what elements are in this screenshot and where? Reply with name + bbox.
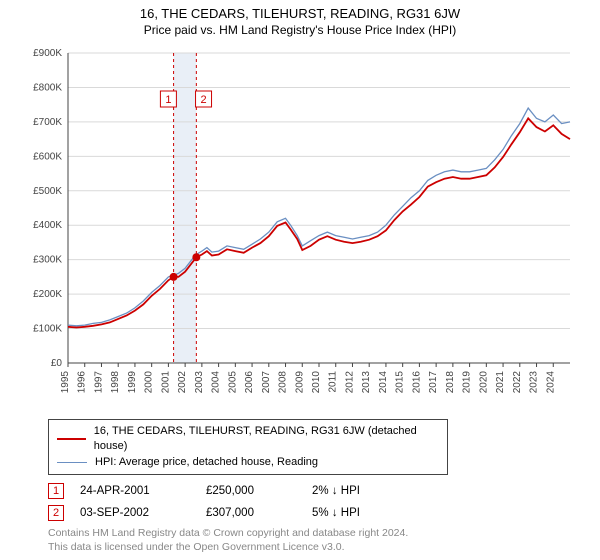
- sale-pct: 2% ↓ HPI: [312, 485, 412, 497]
- svg-text:2019: 2019: [462, 371, 473, 394]
- footer-line-1: Contains HM Land Registry data © Crown c…: [48, 527, 590, 541]
- svg-text:2018: 2018: [445, 371, 456, 394]
- svg-text:2022: 2022: [512, 371, 523, 394]
- legend: 16, THE CEDARS, TILEHURST, READING, RG31…: [48, 419, 448, 475]
- chart-svg: £0 £100K £200K £300K £400K £500K £600K £700K £80…: [20, 43, 580, 413]
- svg-text:£300K: £300K: [33, 255, 62, 266]
- svg-text:£700K: £700K: [33, 117, 62, 128]
- svg-text:2: 2: [200, 94, 206, 106]
- legend-item: HPI: Average price, detached house, Read…: [57, 455, 439, 470]
- svg-text:2003: 2003: [194, 371, 205, 394]
- svg-text:2024: 2024: [545, 371, 556, 394]
- price-chart: £0 £100K £200K £300K £400K £500K £600K £700K £80…: [20, 43, 580, 413]
- svg-text:2011: 2011: [328, 371, 339, 393]
- svg-text:£100K: £100K: [33, 324, 62, 335]
- sale-price: £307,000: [206, 507, 296, 519]
- page-subtitle: Price paid vs. HM Land Registry's House …: [10, 23, 590, 37]
- svg-text:1995: 1995: [60, 371, 71, 394]
- sale-row: 2 03-SEP-2002 £307,000 5% ↓ HPI: [48, 505, 590, 521]
- sales-table: 1 24-APR-2001 £250,000 2% ↓ HPI 2 03-SEP-2002…: [48, 483, 590, 521]
- svg-text:2008: 2008: [278, 371, 289, 394]
- svg-text:£400K: £400K: [33, 220, 62, 231]
- svg-text:1998: 1998: [110, 371, 121, 394]
- svg-text:2004: 2004: [211, 371, 222, 394]
- page-title: 16, THE CEDARS, TILEHURST, READING, RG31…: [10, 6, 590, 21]
- svg-text:2012: 2012: [344, 371, 355, 394]
- svg-text:2014: 2014: [378, 371, 389, 394]
- svg-text:£0: £0: [51, 358, 63, 369]
- svg-text:1997: 1997: [93, 371, 104, 394]
- svg-text:2017: 2017: [428, 371, 439, 394]
- footer-line-2: This data is licensed under the Open Gov…: [48, 541, 590, 555]
- svg-text:2000: 2000: [144, 371, 155, 394]
- svg-text:£600K: £600K: [33, 151, 62, 162]
- svg-text:2006: 2006: [244, 371, 255, 394]
- legend-label: 16, THE CEDARS, TILEHURST, READING, RG31…: [94, 424, 439, 455]
- svg-text:1: 1: [165, 94, 171, 106]
- svg-text:2007: 2007: [261, 371, 272, 394]
- svg-text:2023: 2023: [529, 371, 540, 394]
- svg-text:£800K: £800K: [33, 82, 62, 93]
- footer-attribution: Contains HM Land Registry data © Crown c…: [48, 527, 590, 554]
- legend-swatch: [57, 462, 87, 463]
- sale-marker: 1: [48, 483, 64, 499]
- svg-text:2020: 2020: [478, 371, 489, 394]
- sale-date: 24-APR-2001: [80, 485, 190, 497]
- sale-date: 03-SEP-2002: [80, 507, 190, 519]
- svg-text:£200K: £200K: [33, 289, 62, 300]
- svg-text:2013: 2013: [361, 371, 372, 394]
- svg-text:2009: 2009: [294, 371, 305, 394]
- svg-text:2005: 2005: [227, 371, 238, 394]
- svg-text:1996: 1996: [77, 371, 88, 394]
- svg-text:£900K: £900K: [33, 48, 62, 59]
- svg-text:2010: 2010: [311, 371, 322, 394]
- sale-row: 1 24-APR-2001 £250,000 2% ↓ HPI: [48, 483, 590, 499]
- svg-text:2002: 2002: [177, 371, 188, 394]
- svg-text:2016: 2016: [411, 371, 422, 394]
- svg-text:2015: 2015: [395, 371, 406, 394]
- svg-text:2021: 2021: [495, 371, 506, 394]
- sale-pct: 5% ↓ HPI: [312, 507, 412, 519]
- legend-label: HPI: Average price, detached house, Read…: [95, 455, 318, 470]
- svg-text:2001: 2001: [160, 371, 171, 394]
- legend-item: 16, THE CEDARS, TILEHURST, READING, RG31…: [57, 424, 439, 455]
- svg-text:£500K: £500K: [33, 186, 62, 197]
- sale-price: £250,000: [206, 485, 296, 497]
- sale-marker: 2: [48, 505, 64, 521]
- legend-swatch: [57, 438, 86, 440]
- svg-text:1999: 1999: [127, 371, 138, 394]
